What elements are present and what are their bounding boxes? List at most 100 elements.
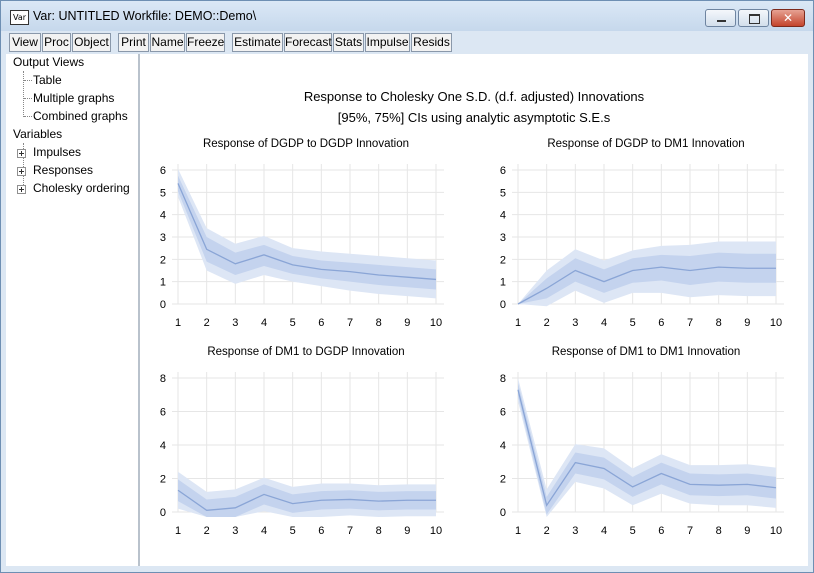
y-tick-label: 1	[160, 277, 166, 289]
x-tick-label: 2	[544, 525, 550, 537]
x-tick-label: 3	[572, 525, 578, 537]
tree-item-responses[interactable]: Responses	[33, 163, 94, 177]
var-object-icon: Var	[10, 10, 29, 25]
ci-band-75	[518, 383, 776, 515]
tree-connector	[24, 116, 32, 117]
impulse-button[interactable]: Impulse	[365, 33, 410, 52]
name-button[interactable]: Name	[150, 33, 185, 52]
freeze-button[interactable]: Freeze	[186, 33, 225, 52]
y-tick-label: 2	[500, 474, 506, 486]
x-tick-label: 4	[601, 317, 607, 329]
x-tick-label: 5	[630, 317, 636, 329]
response-line	[177, 183, 437, 281]
expand-icon[interactable]	[17, 167, 26, 176]
y-tick-label: 0	[500, 299, 506, 311]
print-button[interactable]: Print	[118, 33, 149, 52]
x-tick-label: 2	[204, 317, 210, 329]
close-icon: ✕	[782, 11, 794, 25]
x-tick-label: 9	[404, 317, 410, 329]
y-tick-label: 0	[160, 507, 166, 519]
tree-item-table[interactable]: Table	[33, 73, 62, 87]
minimize-icon	[717, 20, 726, 22]
x-tick-label: 8	[376, 317, 382, 329]
panel-title-dm1-dgdp: Response of DM1 to DGDP Innovation	[207, 346, 405, 358]
object-button[interactable]: Object	[72, 33, 111, 52]
panel-title-dm1-dm1: Response of DM1 to DM1 Innovation	[551, 346, 741, 358]
tree-connector	[24, 98, 32, 99]
x-tick-label: 10	[430, 317, 442, 329]
y-tick-label: 2	[160, 254, 166, 266]
x-tick-label: 7	[687, 525, 693, 537]
forecast-button[interactable]: Forecast	[284, 33, 332, 52]
y-tick-label: 4	[500, 210, 506, 222]
x-tick-label: 1	[175, 317, 181, 329]
sidebar-tree: Output Views Table Multiple graphs Combi…	[6, 54, 140, 566]
response-line	[517, 389, 777, 507]
x-tick-label: 3	[232, 525, 238, 537]
x-tick-label: 6	[658, 317, 664, 329]
x-tick-label: 5	[630, 525, 636, 537]
x-tick-label: 2	[204, 525, 210, 537]
variables-heading[interactable]: Variables	[13, 127, 63, 141]
tree-item-combined-graphs[interactable]: Combined graphs	[33, 109, 128, 123]
x-tick-label: 8	[376, 525, 382, 537]
expand-icon[interactable]	[17, 149, 26, 158]
maximize-icon	[749, 14, 760, 24]
tree-connector	[24, 80, 32, 81]
x-tick-label: 1	[175, 525, 181, 537]
x-tick-label: 9	[404, 525, 410, 537]
x-tick-label: 7	[687, 317, 693, 329]
x-tick-label: 10	[770, 317, 782, 329]
x-tick-label: 8	[716, 317, 722, 329]
window-title: Var: UNTITLED Workfile: DEMO::Demo\	[33, 9, 257, 23]
chart-dm1-dm1[interactable]: 0 2 4 6 8 1 2 3 4 5 6 7 8 9 10	[480, 366, 810, 546]
x-tick-label: 6	[318, 317, 324, 329]
close-button[interactable]: ✕	[771, 9, 805, 27]
y-tick-label: 5	[500, 187, 506, 199]
proc-button[interactable]: Proc	[42, 33, 71, 52]
x-tick-label: 5	[290, 525, 296, 537]
y-tick-label: 3	[500, 232, 506, 244]
y-tick-label: 6	[500, 407, 506, 419]
graph-subtitle: [95%, 75%] CIs using analytic asymptotic…	[337, 110, 611, 125]
view-button[interactable]: View	[9, 33, 41, 52]
y-tick-label: 5	[160, 187, 166, 199]
response-line	[517, 266, 776, 305]
x-tick-label: 5	[290, 317, 296, 329]
y-tick-label: 4	[160, 210, 166, 222]
y-tick-label: 2	[500, 254, 506, 266]
ci-band-75	[518, 252, 776, 304]
stats-button[interactable]: Stats	[333, 33, 364, 52]
chart-dm1-dgdp[interactable]: 0 2 4 6 8 1 2 3 4 5 6 7 8 9 10	[140, 366, 470, 546]
title-bar[interactable]: Var Var: UNTITLED Workfile: DEMO::Demo\ …	[1, 1, 813, 31]
tree-connector	[23, 143, 24, 189]
graph-title: Response to Cholesky One S.D. (d.f. adju…	[303, 89, 645, 104]
x-tick-label: 10	[770, 525, 782, 537]
tree-connector	[23, 71, 24, 117]
tree-item-multiple-graphs[interactable]: Multiple graphs	[33, 91, 115, 105]
x-tick-label: 1	[515, 525, 521, 537]
x-tick-label: 2	[544, 317, 550, 329]
expand-icon[interactable]	[17, 185, 26, 194]
minimize-button[interactable]	[705, 9, 736, 27]
y-tick-label: 0	[500, 507, 506, 519]
output-views-heading[interactable]: Output Views	[13, 55, 85, 69]
x-tick-label: 1	[515, 317, 521, 329]
x-tick-label: 4	[261, 525, 267, 537]
y-tick-label: 2	[160, 474, 166, 486]
maximize-button[interactable]	[738, 9, 769, 27]
ci-band-75	[178, 479, 436, 518]
estimate-button[interactable]: Estimate	[232, 33, 283, 52]
x-tick-label: 9	[744, 317, 750, 329]
y-tick-label: 8	[160, 373, 166, 385]
tree-item-impulses[interactable]: Impulses	[33, 145, 82, 159]
y-tick-label: 6	[160, 407, 166, 419]
panel-title-dgdp-dm1: Response of DGDP to DM1 Innovation	[547, 138, 745, 150]
resids-button[interactable]: Resids	[411, 33, 452, 52]
y-tick-label: 3	[160, 232, 166, 244]
x-tick-label: 7	[347, 317, 353, 329]
tree-item-cholesky-ordering[interactable]: Cholesky ordering	[33, 181, 130, 195]
